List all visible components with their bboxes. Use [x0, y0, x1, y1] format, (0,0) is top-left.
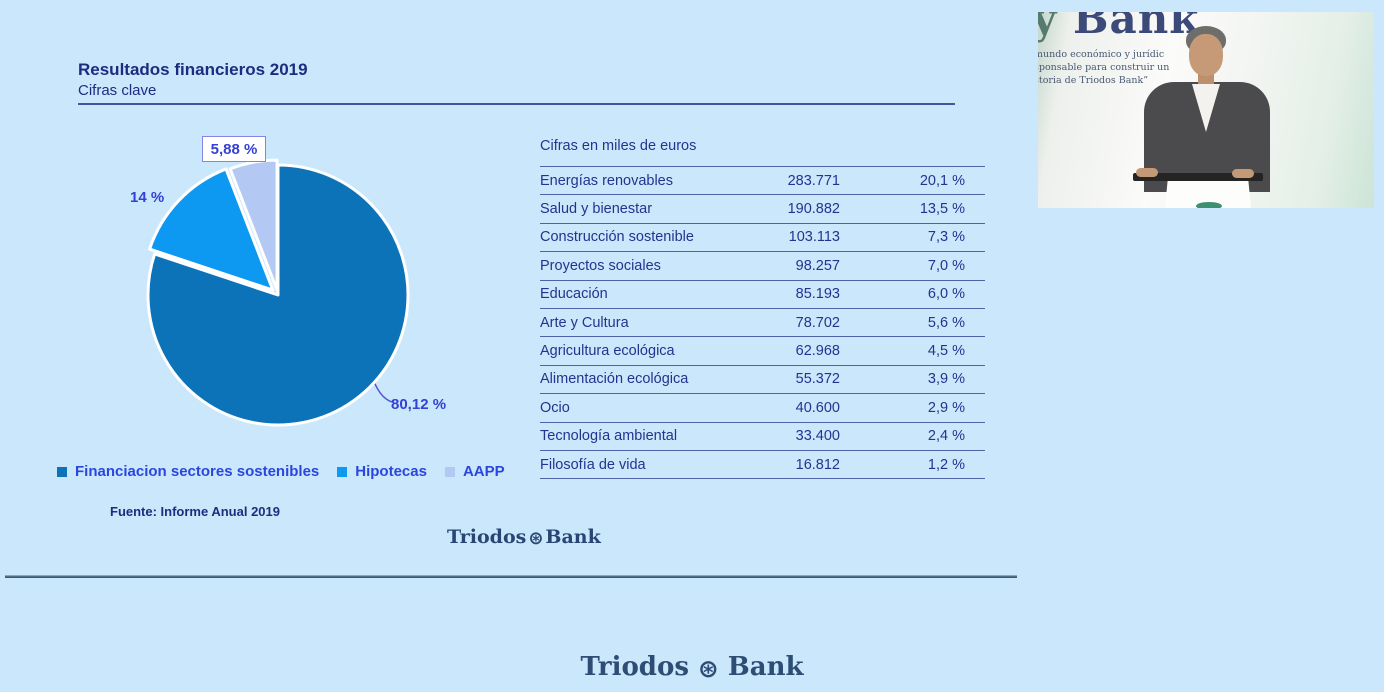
sector-amount: 85.193 [795, 286, 840, 303]
source-note: Fuente: Informe Anual 2019 [110, 504, 280, 519]
speaker-hand-left [1136, 168, 1158, 177]
pie-label-aapp: 5,88 % [202, 136, 266, 162]
slide-logo-text-right: Bank [545, 526, 601, 548]
sector-name: Proyectos sociales [540, 257, 661, 274]
sector-name: Filosofía de vida [540, 456, 646, 473]
legend-swatch-icon [57, 466, 67, 477]
legend-item: Hipotecas [337, 463, 427, 480]
sector-name: Construcción sostenible [540, 229, 694, 246]
sector-name: Energías renovables [540, 172, 673, 189]
sector-name: Tecnología ambiental [540, 428, 678, 445]
sector-amount: 283.771 [787, 172, 840, 189]
pie-slice-0 [146, 163, 410, 427]
sector-percent: 6,0 % [927, 286, 965, 303]
key-figures-table: Energías renovables 283.771 20,1 % Salud y … [540, 166, 985, 479]
legend-item: AAPP [444, 463, 505, 480]
sector-amount: 62.968 [795, 343, 840, 360]
backdrop-title: y Bank [1038, 12, 1199, 43]
sector-amount: 16.812 [795, 456, 840, 473]
pie-label-hipotecas: 14 % [130, 189, 165, 206]
legend-label: Financiacion sectores sostenibles [75, 463, 320, 480]
sector-amount: 98.257 [795, 257, 840, 274]
speaker-face [1189, 34, 1223, 76]
table-row: Salud y bienestar 190.882 13,5 % [540, 195, 985, 224]
table-row: Proyectos sociales 98.257 7,0 % [540, 252, 985, 281]
backdrop-tagline-line: storia de Triodos Bank” [1038, 75, 1149, 86]
sector-amount: 55.372 [795, 371, 840, 388]
footer-logo-text-right: Bank [727, 652, 804, 682]
legend-swatch-icon [444, 466, 455, 477]
sector-amount: 78.702 [795, 314, 840, 331]
sector-percent: 7,0 % [927, 257, 965, 274]
lectern-logo [1196, 202, 1222, 208]
pie-label-financiacion: 80,12 % [391, 396, 447, 413]
sector-name: Educación [540, 286, 608, 303]
sector-percent: 13,5 % [919, 201, 965, 218]
footer-logo-text-left: Triodos [580, 652, 689, 682]
speaker-video-panel: y Bank mundo económico y jurídic sponsab… [1038, 12, 1374, 208]
triodos-emblem-icon: ⊛ [528, 527, 544, 549]
backdrop-tagline: mundo económico y jurídic sponsable para… [1038, 48, 1169, 87]
slide-logo-text-left: Triodos [447, 526, 527, 548]
sector-amount: 190.882 [787, 201, 840, 218]
sector-percent: 2,4 % [927, 428, 965, 445]
footer-logo: Triodos ⊛ Bank [0, 652, 1384, 683]
pie-slice-2 [228, 158, 279, 292]
table-row: Educación 85.193 6,0 % [540, 280, 985, 309]
sector-name: Agricultura ecológica [540, 343, 675, 360]
slide-title: Resultados financieros 2019 [78, 60, 308, 79]
sector-percent: 1,2 % [927, 456, 965, 473]
legend-swatch-icon [337, 466, 348, 477]
table-row: Energías renovables 283.771 20,1 % [540, 166, 985, 195]
lectern-desk [1133, 173, 1263, 181]
slide-logo: Triodos ⊛ Bank [447, 526, 601, 549]
legend-item: Financiacion sectores sostenibles [57, 463, 319, 480]
sector-percent: 4,5 % [927, 343, 965, 360]
slide-subtitle: Cifras clave [78, 82, 157, 99]
pie-slice-1 [148, 167, 275, 292]
section-divider [5, 575, 1017, 578]
sector-name: Alimentación ecológica [540, 371, 689, 388]
title-rule [78, 103, 955, 105]
table-row: Agricultura ecológica 62.968 4,5 % [540, 337, 985, 366]
pie-chart [146, 158, 410, 427]
sector-name: Arte y Cultura [540, 314, 629, 331]
legend-label: AAPP [462, 463, 505, 480]
sector-amount: 103.113 [788, 229, 840, 246]
speaker-hand-right [1232, 169, 1254, 178]
sector-percent: 5,6 % [927, 314, 965, 331]
table-row: Filosofía de vida 16.812 1,2 % [540, 450, 985, 479]
sector-percent: 7,3 % [927, 229, 965, 246]
table-title: Cifras en miles de euros [540, 138, 697, 154]
sector-percent: 3,9 % [927, 371, 965, 388]
table-body: Energías renovables 283.771 20,1 % Salud y … [540, 166, 985, 479]
key-figures-section: Cifras en miles de euros Energías renova… [540, 138, 985, 479]
table-row: Arte y Cultura 78.702 5,6 % [540, 308, 985, 337]
table-row: Construcción sostenible 103.113 7,3 % [540, 223, 985, 252]
sector-percent: 20,1 % [919, 172, 965, 189]
backdrop-tagline-line: mundo económico y jurídic [1038, 49, 1165, 60]
backdrop-word-main: Bank [1073, 12, 1200, 43]
table-row: Alimentación ecológica 55.372 3,9 % [540, 365, 985, 394]
sector-amount: 33.400 [795, 428, 840, 445]
backdrop-word-cropped: y [1038, 12, 1058, 43]
sector-name: Ocio [540, 399, 570, 416]
backdrop-tagline-line: sponsable para construir un [1038, 62, 1170, 73]
pie-legend: Financiacion sectores sostenibles Hipotec… [57, 463, 505, 480]
sector-percent: 2,9 % [927, 399, 965, 416]
sector-amount: 40.600 [795, 399, 840, 416]
table-row: Tecnología ambiental 33.400 2,4 % [540, 422, 985, 451]
table-row: Ocio 40.600 2,9 % [540, 394, 985, 423]
sector-name: Salud y bienestar [540, 201, 653, 218]
triodos-emblem-icon: ⊛ [698, 654, 719, 683]
legend-label: Hipotecas [355, 463, 427, 480]
